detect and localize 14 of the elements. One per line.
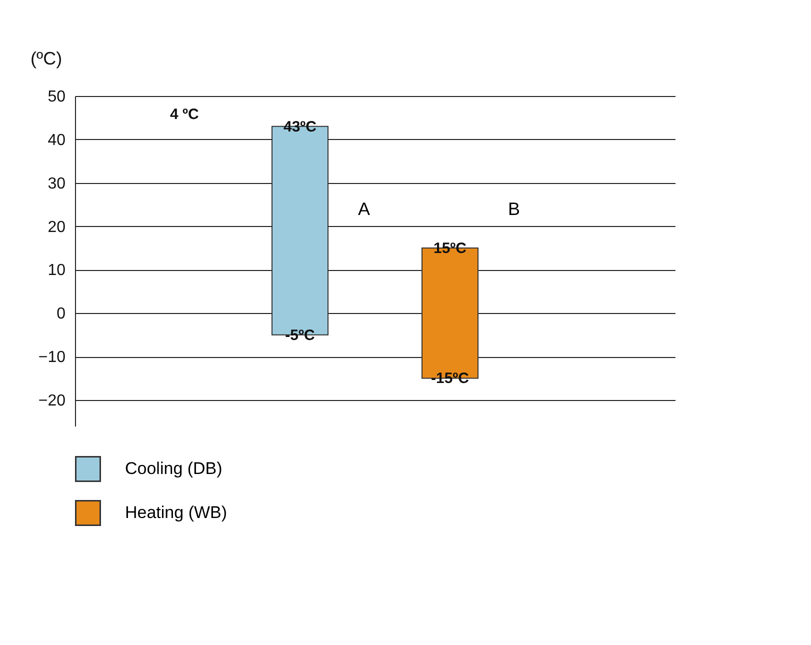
x-tick-label: B xyxy=(508,198,520,219)
legend-label: Cooling (DB) xyxy=(125,459,222,478)
y-axis-title: (ºC) xyxy=(30,48,62,68)
y-tick-label: 0 xyxy=(56,306,66,323)
y-tick-label: 50 xyxy=(48,88,66,106)
y-tick-label: 30 xyxy=(48,175,66,192)
annotation: 4 ºC xyxy=(170,106,199,123)
x-tick-label: A xyxy=(358,198,370,219)
legend-label: Heating (WB) xyxy=(125,503,228,522)
y-tick-label: 40 xyxy=(48,132,66,149)
y-tick-label: −10 xyxy=(38,349,66,366)
y-tick-label: −20 xyxy=(38,392,66,410)
y-tick-label: 20 xyxy=(48,218,66,236)
y-tick-label: 10 xyxy=(48,262,66,280)
